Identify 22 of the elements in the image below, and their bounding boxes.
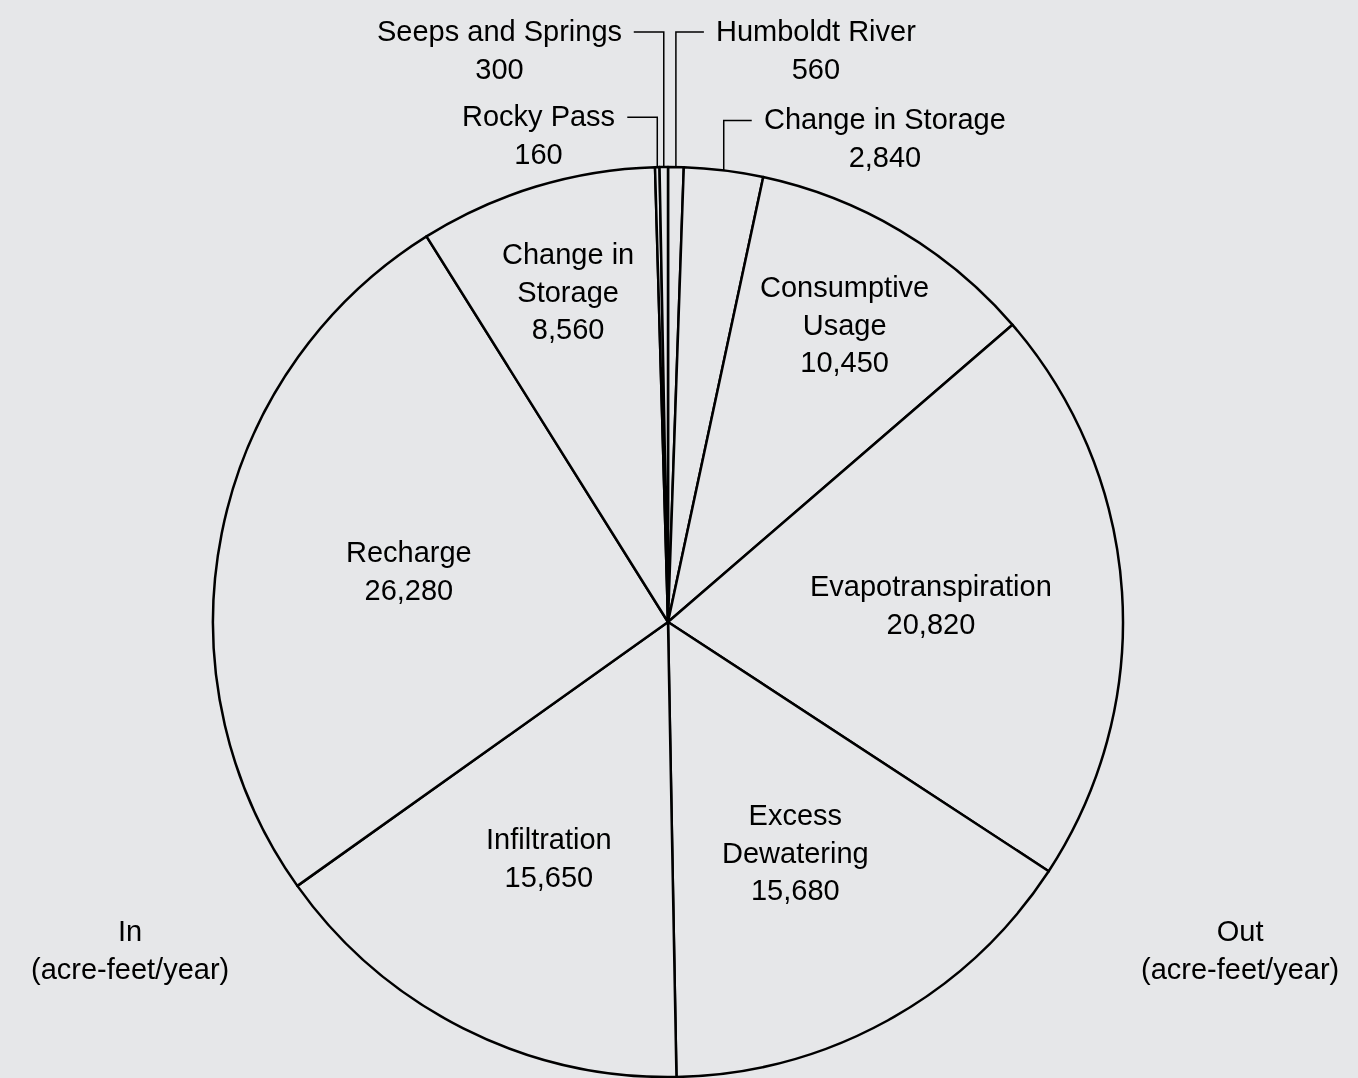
slice-label: Evapotranspiration xyxy=(810,570,1052,602)
slice-label: Excess Dewatering xyxy=(722,799,869,869)
text: Out (acre-feet/year) xyxy=(1141,915,1340,985)
text: In (acre-feet/year) xyxy=(31,915,230,985)
slice-label: Seeps and Springs xyxy=(377,15,623,47)
slice-label: Change in Storage xyxy=(764,103,1006,135)
data-label: 10,450 xyxy=(800,346,889,379)
data-label: 20,820 xyxy=(886,607,976,640)
data-label: 26,280 xyxy=(364,573,454,606)
data-label: 8,560 xyxy=(531,313,605,346)
data-label: 15,680 xyxy=(750,874,840,907)
slice-label: Humboldt River xyxy=(716,15,917,47)
slice-label: Change in Storage xyxy=(502,238,635,308)
data-label: 300 xyxy=(475,52,524,85)
slice-label: Consumptive Usage xyxy=(760,271,930,341)
data-label: 560 xyxy=(791,52,841,85)
slice-label: Infiltration xyxy=(486,823,612,855)
slice-label: Rocky Pass xyxy=(462,100,616,132)
data-label: 15,650 xyxy=(504,860,594,893)
data-label: 160 xyxy=(514,137,563,170)
slice-label: Recharge xyxy=(346,536,472,568)
data-label: 2,840 xyxy=(848,140,922,173)
